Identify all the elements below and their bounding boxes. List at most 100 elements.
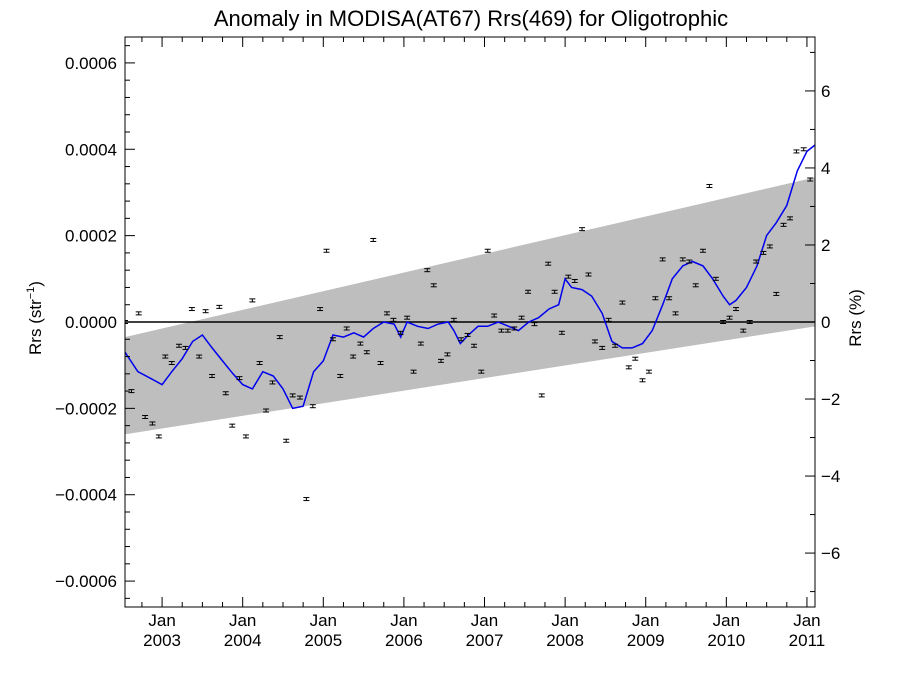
data-point: [283, 438, 290, 443]
plot-area: [124, 36, 816, 608]
data-point: [168, 361, 175, 366]
data-point: [329, 337, 336, 342]
data-point: [303, 497, 310, 502]
data-point: [625, 365, 632, 370]
data-point: [229, 423, 236, 428]
data-point: [216, 304, 223, 309]
data-point: [202, 309, 209, 314]
data-point: [128, 389, 135, 394]
data-point: [377, 361, 384, 366]
x-tick-month: Jan: [310, 611, 337, 630]
x-tick-month: Jan: [390, 611, 417, 630]
left-tick-label: 0.0000: [65, 313, 117, 332]
data-point: [599, 345, 606, 350]
data-point: [793, 149, 800, 154]
right-tick-label: 0: [821, 313, 830, 332]
data-point: [605, 317, 612, 322]
data-point: [182, 345, 189, 350]
data-point: [263, 408, 270, 413]
data-point: [142, 415, 149, 419]
data-point: [309, 404, 316, 409]
data-point: [484, 248, 491, 253]
x-tick-year: 2006: [385, 631, 423, 650]
data-point: [296, 395, 303, 400]
data-point: [236, 376, 243, 381]
data-point: [504, 328, 511, 333]
data-point: [478, 369, 485, 374]
data-point: [464, 332, 471, 337]
left-tick-label: −0.0006: [55, 572, 117, 591]
data-point: [545, 261, 552, 266]
data-point: [444, 352, 451, 357]
data-point: [746, 320, 753, 324]
data-point: [383, 311, 390, 316]
x-tick-year: 2007: [466, 631, 504, 650]
data-point: [612, 343, 619, 348]
data-point: [740, 328, 747, 333]
data-point: [498, 328, 505, 333]
x-tick-year: 2011: [789, 631, 826, 650]
data-point: [712, 276, 719, 281]
left-tick-label: −0.0004: [55, 486, 117, 505]
data-point: [639, 378, 646, 383]
x-tick-year: 2008: [546, 631, 584, 650]
data-point: [753, 259, 760, 264]
data-point: [565, 274, 572, 279]
data-point: [672, 311, 679, 316]
y-axis-label-left: Rrs (str−1): [25, 281, 45, 355]
data-point: [323, 248, 330, 253]
data-point: [424, 268, 431, 273]
data-point: [317, 307, 324, 312]
data-point: [176, 343, 183, 348]
right-tick-label: 6: [821, 82, 830, 101]
x-tick-year: 2009: [627, 631, 665, 650]
x-tick-month: Jan: [713, 611, 740, 630]
data-point: [135, 311, 142, 316]
data-point: [773, 291, 780, 296]
x-tick-year: 2003: [143, 631, 181, 650]
data-point: [437, 358, 444, 363]
data-point: [256, 361, 263, 366]
data-point: [249, 298, 256, 303]
data-point: [430, 283, 437, 288]
data-point: [585, 272, 592, 277]
data-point: [337, 373, 344, 378]
data-point: [370, 237, 377, 242]
data-point: [619, 300, 626, 305]
data-point: [679, 257, 686, 262]
data-point: [242, 434, 249, 439]
running-mean-line: [125, 144, 815, 410]
data-point: [652, 296, 659, 301]
data-point: [780, 222, 787, 227]
data-point: [686, 259, 693, 264]
data-point: [390, 317, 397, 322]
data-point: [525, 289, 532, 294]
x-tick-month: Jan: [793, 611, 820, 630]
data-point: [269, 380, 276, 385]
data-point: [692, 283, 699, 288]
plot-inner: [125, 144, 815, 502]
x-tick-year: 2004: [224, 631, 262, 650]
data-point: [363, 350, 370, 355]
trend-band: [125, 177, 815, 435]
data-point: [551, 289, 558, 294]
x-tick-month: Jan: [229, 611, 256, 630]
data-point: [450, 317, 457, 322]
left-tick-label: −0.0002: [55, 399, 117, 418]
data-point: [350, 354, 357, 359]
data-point: [726, 315, 733, 320]
data-point: [458, 337, 465, 342]
data-point: [125, 320, 128, 324]
data-point: [222, 391, 229, 396]
right-tick-label: 2: [821, 236, 830, 255]
x-tick-month: Jan: [471, 611, 498, 630]
left-tick-label: 0.0006: [65, 54, 117, 73]
right-y-axis: 6 4 2 0 −2 −4 −6: [805, 51, 840, 593]
data-point: [699, 248, 706, 253]
data-point: [645, 369, 652, 374]
data-point: [706, 183, 713, 188]
data-point: [666, 296, 673, 301]
data-point: [787, 216, 794, 221]
data-point: [800, 147, 807, 152]
